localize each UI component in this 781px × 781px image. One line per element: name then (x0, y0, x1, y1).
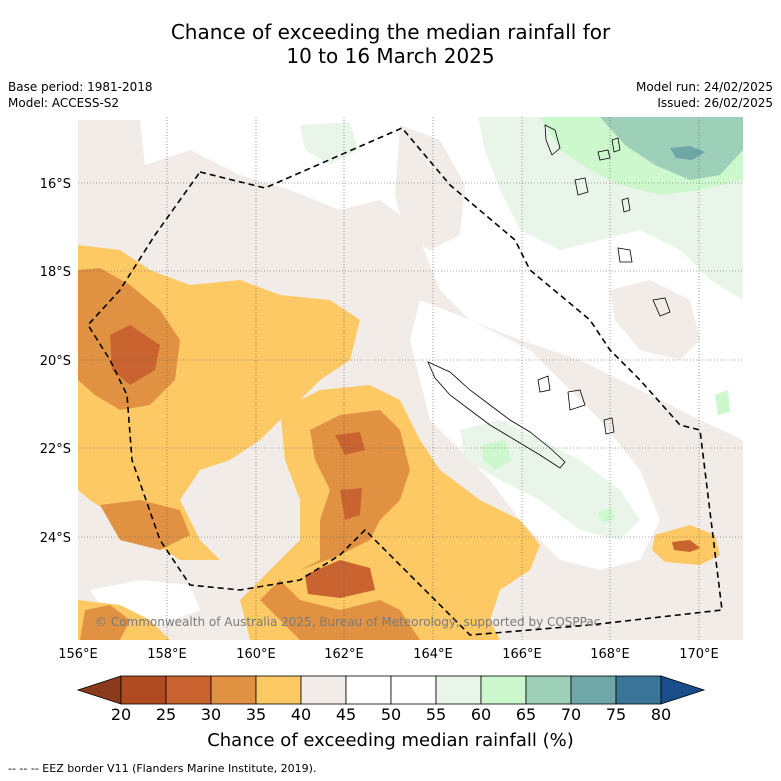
colorbar-tick-label: 75 (606, 705, 626, 724)
colorbar-tick-label: 50 (381, 705, 401, 724)
longitude-labels: 156°E 158°E 160°E 162°E 164°E 166°E 168°… (58, 647, 719, 662)
colorbar-tick-label: 30 (201, 705, 221, 724)
lat-label-22s: 22°S (40, 442, 71, 457)
lon-label-158e: 158°E (147, 647, 187, 662)
green-region-east (715, 390, 730, 415)
lat-label-20s: 20°S (40, 354, 71, 369)
vanuatu-coast (544, 124, 671, 317)
lon-label-166e: 166°E (502, 647, 542, 662)
chart-title-line2: 10 to 16 March 2025 (286, 44, 495, 68)
colorbar-tick-label: 35 (246, 705, 266, 724)
green-region-south (598, 508, 615, 522)
beige-region-east (610, 280, 700, 360)
graticule (78, 117, 743, 640)
lon-label-156e: 156°E (58, 647, 98, 662)
darkorange-region-east (672, 540, 700, 552)
orange-region-center (260, 410, 420, 640)
darkteal-region-ne (670, 146, 705, 160)
lat-label-18s: 18°S (40, 265, 71, 280)
colorbar-bin (300, 675, 347, 705)
colorbar-bin (390, 675, 437, 705)
eez-footer-note: -- -- -- EEZ border V11 (Flanders Marine… (8, 762, 317, 775)
colorbar-tick-labels: 20 25 30 35 40 45 50 55 60 65 70 75 80 (111, 705, 671, 724)
colorbar-tick-label: 25 (156, 705, 176, 724)
colorbar-tick-label: 40 (291, 705, 311, 724)
darkorange-region-center (335, 432, 365, 455)
darkorange-region-west (110, 325, 160, 385)
colorbar-tick-label: 60 (471, 705, 491, 724)
colorbar-tick-label: 20 (111, 705, 131, 724)
colorbar-tick-label: 80 (651, 705, 671, 724)
map-field: © Commonwealth of Australia 2025, Bureau… (78, 117, 743, 640)
loyalty-islands-coast (537, 375, 615, 435)
chart-title-line1: Chance of exceeding the median rainfall … (170, 20, 611, 44)
green-region-center (482, 440, 512, 470)
colorbar-bin (165, 675, 212, 705)
lat-label-16s: 16°S (40, 177, 71, 192)
colorbar-bin (570, 675, 617, 705)
eez-border (86, 127, 723, 636)
colorbar-bin (435, 675, 482, 705)
model-text: Model: ACCESS-S2 (8, 96, 120, 110)
colorbar-tick-label: 45 (336, 705, 356, 724)
base-period-text: Base period: 1981-2018 (8, 80, 153, 94)
colorbar-bin (480, 675, 527, 705)
darkorange-region-south (305, 560, 375, 598)
new-caledonia-coast (427, 361, 566, 469)
copyright-text: © Commonwealth of Australia 2025, Bureau… (95, 615, 600, 629)
colorbar-tick-label: 70 (561, 705, 581, 724)
lon-label-164e: 164°E (413, 647, 453, 662)
colorbar-bin (210, 675, 257, 705)
colorbar-tick-label: 55 (426, 705, 446, 724)
colorbar-bin (120, 675, 167, 705)
colorbar-bin (525, 675, 572, 705)
lon-label-162e: 162°E (324, 647, 364, 662)
colorbar-tick-label: 65 (516, 705, 536, 724)
colorbar-bin (345, 675, 392, 705)
colorbar-label: Chance of exceeding median rainfall (%) (207, 730, 574, 751)
lat-label-24s: 24°S (40, 531, 71, 546)
darkorange-region-middle (340, 488, 362, 520)
orange-region-south (100, 500, 190, 550)
orange-region-southwest (80, 605, 130, 640)
colorbar-extend-low (76, 675, 122, 705)
rainfall-map: © Commonwealth of Australia 2025, Bureau… (40, 117, 743, 724)
colorbar-extend-high (660, 675, 706, 705)
beige-region-north (395, 125, 465, 250)
colorbar (76, 675, 706, 705)
issued-text: Issued: 26/02/2025 (657, 96, 773, 110)
colorbar-bin (255, 675, 302, 705)
colorbar-bin (615, 675, 662, 705)
lon-label-170e: 170°E (679, 647, 719, 662)
lon-label-168e: 168°E (590, 647, 630, 662)
model-run-text: Model run: 24/02/2025 (635, 80, 773, 94)
latitude-labels: 16°S 18°S 20°S 22°S 24°S (40, 177, 71, 546)
lon-label-160e: 160°E (236, 647, 276, 662)
